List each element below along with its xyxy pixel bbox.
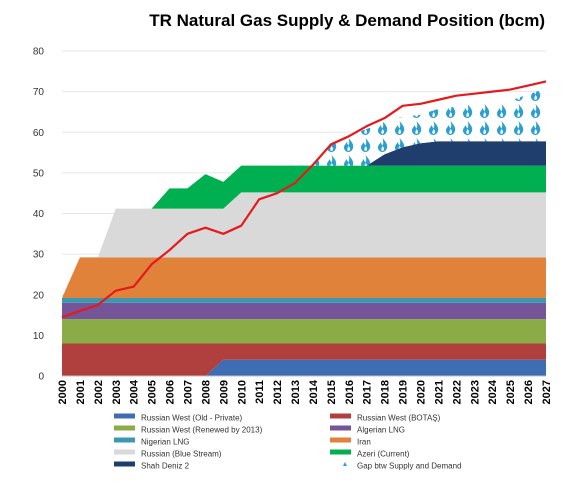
area-nigerian-lng [62, 298, 546, 303]
legend-item: Russian (Blue Stream) [114, 449, 222, 459]
demand-line [61, 80, 547, 319]
area-russian-west-bota [62, 343, 546, 376]
legend-swatch [114, 449, 135, 455]
chart-title: TR Natural Gas Supply & Demand Position … [149, 11, 545, 30]
legend-label: Russian West (Renewed by 2013) [141, 426, 263, 435]
legend-item: Gap btw Supply and Demand [343, 462, 462, 471]
legend-label: Shah Deniz 2 [141, 462, 190, 471]
area-algerian-lng [62, 302, 546, 320]
legend-item: Russian West (Old - Private) [114, 413, 243, 423]
legend-swatch [114, 425, 135, 431]
x-tick-label: 2012 [272, 380, 284, 404]
x-tick-label: 2022 [451, 380, 463, 404]
x-tick-label: 2015 [326, 380, 338, 404]
area-russian-blue-stream [62, 192, 546, 298]
legend-item: Shah Deniz 2 [114, 461, 190, 471]
x-tick-label: 2019 [398, 380, 410, 404]
x-tick-label: 2000 [57, 380, 69, 404]
area-gap-btw-supply-and-demand [62, 88, 546, 298]
x-tick-label: 2004 [129, 379, 141, 404]
x-tick-label: 2007 [182, 380, 194, 404]
x-tick-label: 2026 [523, 380, 535, 404]
legend-swatch [114, 437, 135, 443]
x-tick-label: 2009 [218, 380, 230, 404]
y-tick-label: 80 [33, 47, 45, 58]
x-tick-label: 2020 [416, 380, 428, 404]
legend-label: Iran [357, 438, 371, 447]
legend-label: Algerian LNG [357, 426, 405, 435]
area-russian-west-old-private [62, 359, 546, 376]
x-tick-label: 2001 [75, 380, 87, 404]
area-iran [62, 257, 546, 298]
demand-line-layer [61, 80, 547, 319]
y-tick-label: 40 [33, 209, 45, 220]
legend-label: Nigerian LNG [141, 438, 189, 447]
legend-item: Azeri (Current) [330, 449, 410, 459]
y-tick-label: 60 [33, 128, 45, 139]
x-tick-label: 2018 [380, 380, 392, 404]
legend-swatch [330, 413, 351, 419]
legend-label: Azeri (Current) [357, 450, 410, 459]
legend-item: Algerian LNG [330, 425, 405, 435]
x-tick-label: 2005 [147, 380, 159, 404]
x-tick-label: 2003 [111, 380, 123, 404]
legend-item: Iran [330, 437, 371, 447]
x-tick-label: 2014 [308, 379, 320, 404]
y-tick-label: 50 [33, 168, 45, 179]
x-tick-label: 2023 [469, 380, 481, 404]
legend-swatch [114, 413, 135, 419]
legend: Russian West (Old - Private) Russian West… [114, 413, 462, 471]
x-tick-label: 2016 [344, 380, 356, 404]
x-tick-label: 2011 [254, 380, 266, 404]
legend-swatch-flame [343, 462, 347, 466]
x-tick-label: 2027 [541, 380, 553, 404]
x-tick-label: 2010 [236, 380, 248, 404]
y-tick-label: 0 [38, 372, 44, 383]
legend-swatch [330, 449, 351, 455]
stacked-areas [62, 88, 546, 376]
legend-swatch [330, 437, 351, 443]
y-tick-label: 10 [33, 331, 45, 342]
y-tick-label: 20 [33, 290, 45, 301]
x-tick-label: 2008 [200, 380, 212, 404]
legend-item: Russian West (Renewed by 2013) [114, 425, 263, 435]
area-azeri-current [62, 165, 546, 298]
legend-label: Russian (Blue Stream) [141, 450, 222, 459]
y-tick-label: 70 [33, 87, 45, 98]
legend-item: Nigerian LNG [114, 437, 189, 447]
axes: 0 10 20 30 40 50 60 70 80 2000 2001 2002 2003 2004 200… [33, 47, 553, 405]
legend-item: Russian West (BOTAŞ) [330, 413, 441, 423]
area-russian-west-renewed-by-2013 [62, 319, 546, 344]
x-tick-label: 2006 [165, 380, 177, 404]
x-tick-label: 2024 [487, 379, 499, 404]
x-tick-label: 2021 [433, 380, 445, 404]
legend-swatch [114, 461, 135, 467]
legend-swatch [330, 425, 351, 431]
legend-label: Russian West (BOTAŞ) [357, 414, 441, 423]
y-tick-label: 30 [33, 250, 45, 261]
area-shah-deniz-2 [62, 141, 546, 298]
x-tick-label: 2002 [93, 380, 105, 404]
legend-label: Gap btw Supply and Demand [357, 462, 462, 471]
x-tick-label: 2013 [290, 380, 302, 404]
legend-label: Russian West (Old - Private) [141, 414, 243, 423]
x-tick-label: 2025 [505, 380, 517, 404]
x-tick-label: 2017 [362, 380, 374, 404]
